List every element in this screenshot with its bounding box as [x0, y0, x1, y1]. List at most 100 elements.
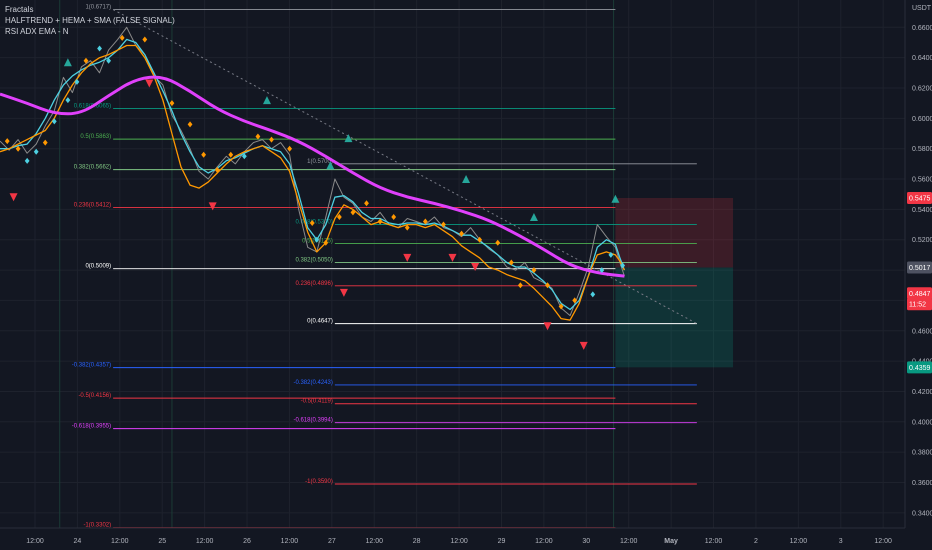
legend-item-rsi-adx-ema[interactable]: RSI ADX EMA - N	[5, 27, 69, 36]
signal-diamond-marker	[214, 166, 220, 173]
y-axis-tick-label: 0.6000	[912, 116, 932, 123]
fib-level-label: 0(0.4647)	[307, 319, 333, 325]
fib-level-label: 0.5(0.5863)	[80, 134, 111, 140]
signal-diamond-marker	[508, 259, 514, 266]
fib-level-label: 0.382(0.5050)	[295, 257, 332, 263]
fib-level-label: 1(0.5700)	[307, 159, 333, 165]
fib-level-label: 0.382(0.5662)	[74, 165, 111, 171]
signal-diamond-marker	[377, 218, 383, 225]
signal-diamond-marker	[364, 200, 369, 207]
series-line-2	[0, 44, 625, 321]
y-axis-tick-label: 0.5800	[912, 146, 932, 153]
fib-level-label: 1(0.6717)	[85, 5, 111, 11]
x-axis-tick-label: 24	[74, 538, 82, 545]
signal-diamond-marker	[391, 213, 397, 220]
signal-diamond-marker	[241, 153, 247, 160]
price-label-badge	[907, 298, 932, 311]
trend-line	[112, 9, 698, 325]
y-axis-background	[905, 0, 932, 550]
signal-diamond-marker	[15, 145, 21, 152]
fractal-down-marker	[9, 193, 18, 202]
fractal-up-marker	[326, 161, 335, 170]
signal-diamond-marker	[255, 133, 261, 140]
signal-diamond-marker	[142, 36, 148, 43]
fib-level-label: -1(0.3302)	[83, 523, 111, 529]
signal-diamond-marker	[4, 138, 10, 145]
price-label-badge	[907, 361, 932, 374]
x-axis-tick-label: 12:00	[535, 538, 553, 545]
y-axis-tick-label: 0.4000	[912, 419, 932, 426]
x-axis-tick-label: 27	[328, 538, 336, 545]
fib-level-label: 0.236(0.4896)	[295, 281, 332, 287]
fib-level-label: -0.618(0.3994)	[293, 418, 332, 424]
signal-diamond-marker	[558, 303, 564, 310]
y-axis-tick-label: 0.3800	[912, 450, 932, 457]
price-label-badge	[907, 192, 932, 204]
fractal-up-marker	[344, 134, 353, 143]
signal-diamond-marker	[314, 236, 320, 243]
y-axis-currency: USDT	[912, 5, 932, 12]
signal-diamond-marker	[531, 267, 537, 274]
trend-line-layer	[112, 9, 698, 325]
fractal-up-marker	[529, 212, 538, 221]
x-axis-tick-label: 12:00	[705, 538, 723, 545]
y-axis-tick-label: 0.3600	[912, 480, 932, 487]
series-line-3	[0, 75, 625, 278]
signal-diamond-marker	[51, 118, 57, 125]
y-axis-tick-label: 0.4200	[912, 389, 932, 396]
fib-level-label: 0.236(0.5412)	[74, 203, 111, 209]
x-axis-tick-label: 12:00	[790, 538, 808, 545]
fractal-down-marker	[208, 202, 217, 211]
signal-diamond-marker	[441, 221, 446, 228]
fractal-down-marker	[471, 263, 480, 272]
signal-diamond-marker	[269, 136, 274, 143]
fractal-up-marker	[462, 175, 471, 184]
fib-level-label: -0.382(0.4243)	[293, 380, 332, 386]
y-axis-tick-label: 0.5600	[912, 177, 932, 184]
take-profit-zone	[615, 267, 734, 368]
signal-diamond-marker	[620, 262, 626, 269]
price-label-text: 0.5475	[909, 196, 931, 203]
y-axis-tick-label: 0.3400	[912, 510, 932, 517]
x-axis-tick-label: 12:00	[620, 538, 638, 545]
signal-diamond-marker	[608, 251, 614, 258]
y-axis-tick-label: 0.6600	[912, 25, 932, 32]
signal-diamond-marker	[599, 267, 605, 274]
fib-level-label: -1(0.3590)	[305, 479, 333, 485]
signal-diamond-marker	[119, 34, 125, 41]
signal-diamond-marker	[287, 145, 292, 152]
x-axis-tick-label: 12:00	[874, 538, 892, 545]
fib-level-label: -0.382(0.4357)	[72, 363, 111, 369]
price-label-text: 11:52	[909, 302, 926, 309]
signal-diamond-marker	[590, 291, 596, 298]
signal-diamond-marker	[228, 151, 234, 158]
signal-diamond-marker	[169, 100, 175, 107]
fib-level-label: -0.5(0.4156)	[78, 393, 111, 399]
x-axis-tick-label: 12:00	[366, 538, 384, 545]
fib-level-label: -0.5(0.4119)	[301, 399, 333, 405]
x-axis-tick-label: 12:00	[26, 538, 44, 545]
y-axis-tick-label: 0.6200	[912, 86, 932, 93]
signal-diamond-marker	[350, 209, 356, 216]
fractal-up-marker	[262, 96, 271, 105]
price-label-text: 0.4359	[909, 365, 931, 372]
signal-diamond-marker	[336, 213, 342, 220]
signal-diamond-marker	[495, 239, 501, 246]
signal-diamond-marker	[323, 239, 329, 246]
x-axis-tick-label: 12:00	[450, 538, 468, 545]
y-axis-tick-label: 0.6400	[912, 55, 932, 62]
signal-diamond-marker	[201, 151, 207, 158]
fractal-up-marker	[611, 194, 620, 203]
signal-diamond-marker	[33, 148, 39, 155]
indicator-legend: Fractals HALFTREND + HEMA + SMA (FALSE S…	[5, 4, 175, 37]
x-axis-tick-label: 3	[839, 538, 843, 545]
position-box-layer	[615, 198, 734, 368]
price-label-badge	[907, 287, 932, 300]
legend-item-halftrend[interactable]: HALFTREND + HEMA + SMA (FALSE SIGNAL)	[5, 16, 175, 25]
legend-item-fractals[interactable]: Fractals	[5, 5, 34, 14]
y-axis-tick-label: 0.5400	[912, 207, 932, 214]
